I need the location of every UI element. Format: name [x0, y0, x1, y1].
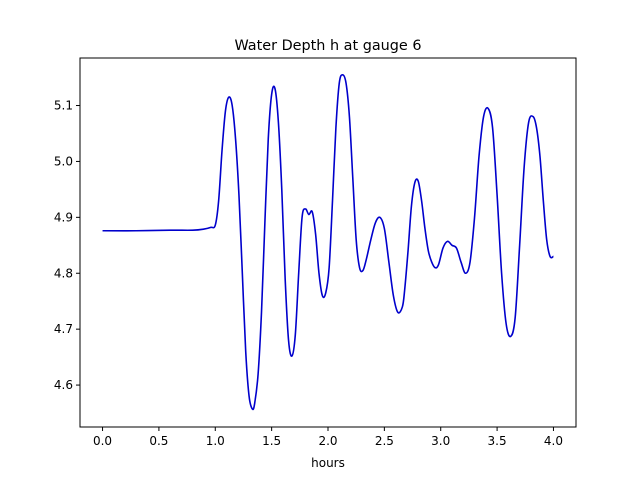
x-tick-label: 0.5	[149, 434, 168, 448]
y-tick-label: 5.1	[54, 99, 73, 113]
x-axis-ticks: 0.0 0.5 1.0 1.5 2.0 2.5 3.0 3.5 4.0	[93, 427, 563, 448]
x-tick-label: 3.5	[488, 434, 507, 448]
y-tick-label: 4.9	[54, 210, 73, 224]
y-tick-label: 4.6	[54, 378, 73, 392]
chart-title: Water Depth h at gauge 6	[234, 38, 421, 54]
plot-area	[102, 73, 554, 411]
x-tick-label: 3.0	[431, 434, 450, 448]
x-tick-label: 4.0	[544, 434, 563, 448]
y-tick-label: 5.0	[54, 154, 73, 168]
x-tick-label: 1.5	[262, 434, 281, 448]
x-tick-label: 1.0	[206, 434, 225, 448]
x-tick-label: 2.5	[375, 434, 394, 448]
x-tick-label: 2.0	[318, 434, 337, 448]
y-axis-ticks: 4.6 4.7 4.8 4.9 5.0 5.1	[54, 99, 80, 392]
x-tick-label: 0.0	[93, 434, 112, 448]
x-axis-label: hours	[311, 456, 345, 470]
y-tick-label: 4.8	[54, 266, 73, 280]
series-line-0	[102, 73, 554, 411]
plot-frame	[79, 57, 577, 428]
y-tick-label: 4.7	[54, 322, 73, 336]
